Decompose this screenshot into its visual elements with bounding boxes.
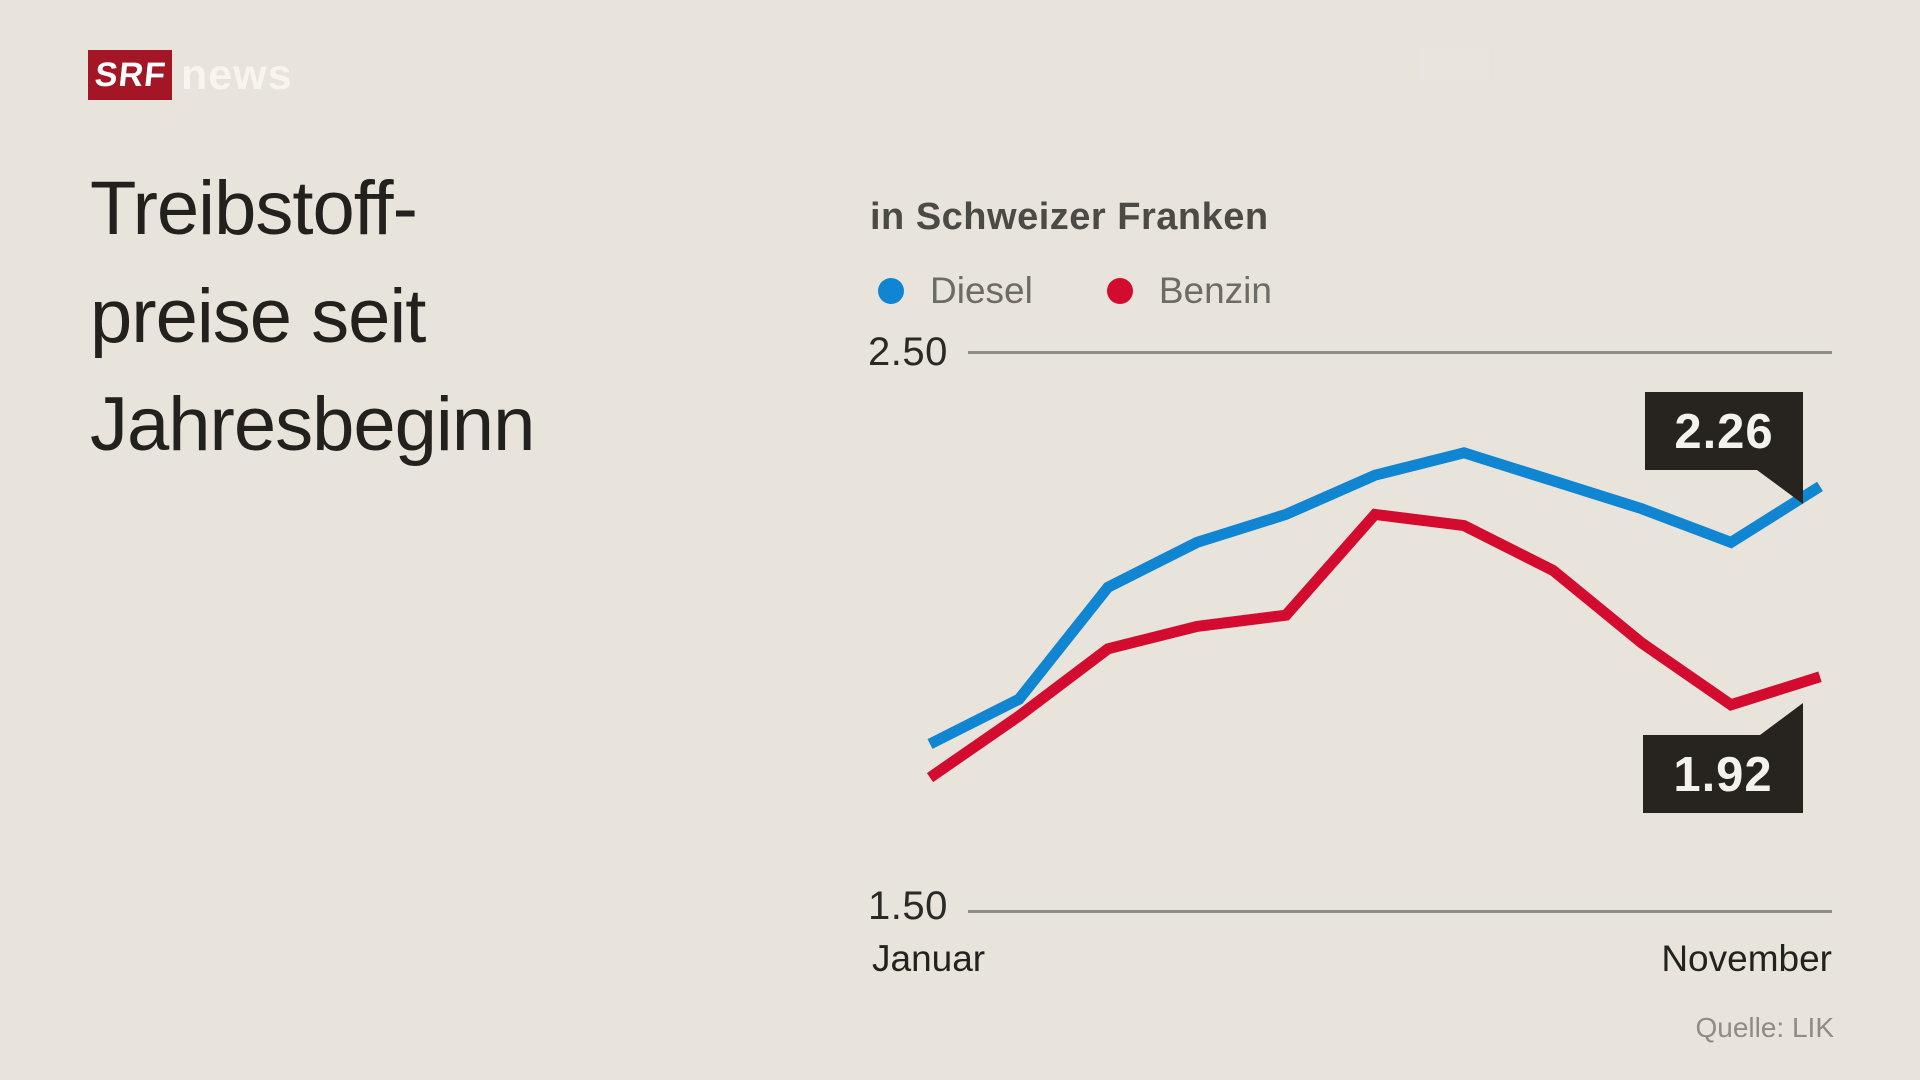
diesel-line (927, 447, 1823, 749)
gridline-bottom (968, 910, 1832, 913)
legend-label-diesel: Diesel (930, 270, 1033, 311)
title-line-1: Treibstoff- (90, 166, 418, 251)
line-chart-plot (926, 447, 1823, 783)
srf-news-logo: SRF news (88, 50, 293, 100)
benzin-value: 1.92 (1673, 748, 1773, 802)
chart-legend: Diesel Benzin (878, 270, 1346, 312)
x-axis-label-november: November (1661, 938, 1832, 979)
benzin-line (926, 508, 1822, 783)
benzin-dot-icon (1106, 278, 1133, 304)
srf-logo-box: SRF (88, 50, 172, 100)
diesel-value: 2.26 (1674, 405, 1774, 459)
diesel-dot-icon (878, 278, 904, 304)
chart-subtitle: in Schweizer Franken (870, 196, 1269, 238)
x-axis-label-january: Januar (872, 938, 986, 979)
legend-item-diesel: Diesel (878, 270, 1033, 312)
news-wordmark: news (181, 51, 293, 99)
legend-item-benzin: Benzin (1106, 270, 1272, 312)
srf-logo-text: SRF (92, 55, 168, 94)
srf-watermark (1420, 47, 1490, 81)
page-title: Treibstoff- preise seit Jahresbeginn (90, 155, 690, 479)
y-axis-tick-bottom: 1.50 (868, 884, 948, 928)
source-credit: Quelle: LIK (1695, 1012, 1834, 1043)
legend-label-benzin: Benzin (1158, 270, 1272, 311)
y-axis-tick-top: 2.50 (868, 330, 948, 374)
gridline-top (968, 351, 1832, 354)
title-line-2: preise seit (90, 274, 426, 359)
title-line-3: Jahresbeginn (90, 382, 535, 467)
